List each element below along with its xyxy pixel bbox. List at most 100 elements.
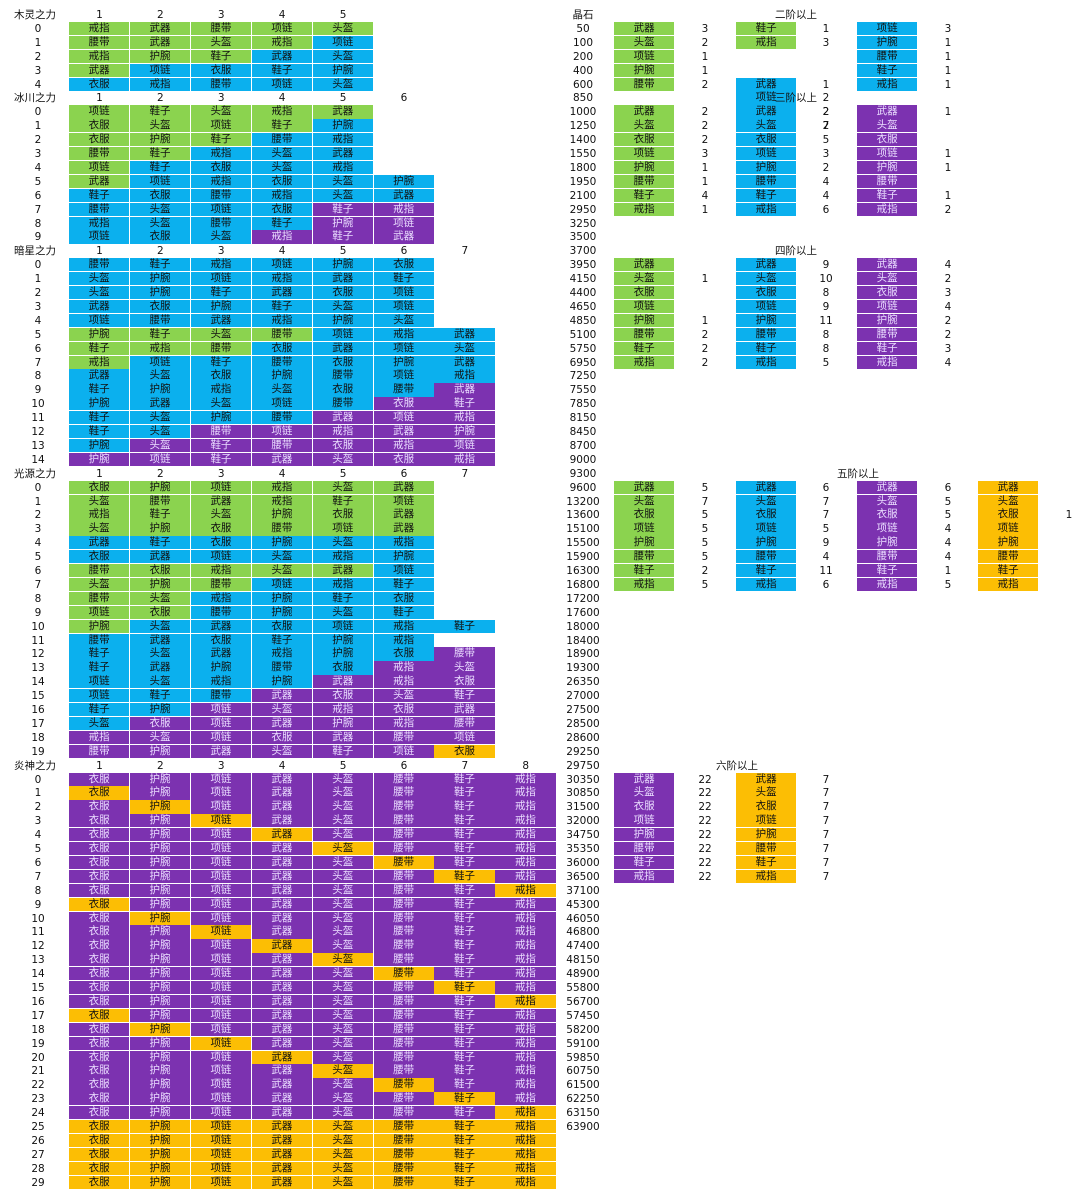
equipment-cell: 腰带 [190, 605, 252, 619]
equipment-cell: 鞋子 [434, 953, 495, 967]
row-index: 6 [34, 342, 42, 355]
equipment-cell: 衣服 [373, 703, 434, 717]
equipment-cell: 鞋子 [434, 689, 495, 703]
equipment-cell: 戒指 [495, 1078, 556, 1092]
equipment-cell: 护腕 [69, 397, 130, 411]
tier-count: 2 [944, 203, 952, 216]
equipment-cell: 头盔 [312, 1120, 373, 1134]
equipment-cell: 项链 [190, 883, 252, 897]
row-index: 1 [34, 787, 42, 800]
equipment-cell: 项链 [190, 1022, 252, 1036]
tier-cell: 头盔 [614, 35, 675, 50]
equipment-cell: 鞋子 [434, 897, 495, 911]
tier-cell: 腰带 [736, 327, 797, 341]
tier-count: 5 [701, 551, 709, 564]
equipment-cell: 戒指 [69, 21, 130, 36]
equipment-cell: 武器 [251, 49, 312, 63]
equipment-cell: 衣服 [312, 383, 373, 397]
equipment-cell: 武器 [312, 272, 373, 286]
equipment-cell: 戒指 [190, 675, 252, 689]
equipment-cell: 腰带 [373, 786, 434, 800]
tier-count: 1 [1065, 509, 1073, 522]
equipment-cell: 衣服 [69, 1036, 130, 1050]
equipment-cell: 武器 [312, 411, 373, 425]
equipment-cell: 衣服 [69, 1147, 130, 1162]
equipment-cell: 腰带 [190, 689, 252, 703]
equipment-cell: 武器 [129, 550, 191, 564]
equipment-cell: 武器 [251, 1161, 312, 1175]
equipment-cell: 头盔 [129, 425, 191, 439]
column-header: 8 [522, 759, 530, 772]
crystal-value: 15500 [566, 537, 600, 550]
equipment-cell: 武器 [251, 716, 312, 731]
equipment-cell: 头盔 [312, 1078, 373, 1092]
equipment-cell: 衣服 [69, 855, 130, 870]
equipment-cell: 戒指 [495, 772, 556, 786]
equipment-cell: 戒指 [251, 494, 312, 508]
tier-cell: 腰带 [978, 550, 1039, 564]
equipment-cell: 护腕 [129, 286, 191, 300]
equipment-cell: 武器 [251, 1092, 312, 1106]
equipment-cell: 戒指 [190, 383, 252, 397]
equipment-cell: 护腕 [373, 355, 434, 369]
tier-count: 1 [944, 161, 952, 174]
section-title: 暗星之力 [14, 245, 56, 258]
column-header: 6 [400, 245, 408, 258]
equipment-cell: 衣服 [69, 1022, 130, 1036]
tier-cell: 护腕 [857, 160, 918, 175]
equipment-cell: 戒指 [495, 1120, 556, 1134]
tier-cell: 项链 [736, 522, 797, 536]
equipment-cell: 护腕 [69, 438, 130, 453]
equipment-cell: 腰带 [312, 397, 373, 411]
equipment-cell: 戒指 [190, 591, 252, 606]
tier-count: 22 [698, 773, 712, 786]
row-index: 6 [34, 856, 42, 869]
tier-cell: 戒指 [736, 869, 797, 884]
tier-count: 4 [944, 300, 952, 313]
equipment-cell: 项链 [312, 522, 373, 536]
row-index: 15 [31, 690, 45, 703]
crystal-value: 46800 [566, 926, 600, 939]
equipment-cell: 鞋子 [434, 1064, 495, 1078]
equipment-cell: 项链 [190, 730, 252, 745]
crystal-value: 18000 [566, 620, 600, 633]
equipment-cell: 项链 [190, 1161, 252, 1175]
equipment-cell: 衣服 [312, 508, 373, 522]
equipment-cell: 戒指 [373, 438, 434, 453]
equipment-cell: 护腕 [129, 828, 191, 842]
equipment-cell: 武器 [312, 341, 373, 355]
equipment-cell: 腰带 [190, 216, 252, 230]
tier-count: 3 [822, 148, 830, 160]
tier-cell: 武器 [736, 772, 797, 786]
tier-cell: 衣服 [736, 800, 797, 814]
row-index: 5 [34, 175, 42, 188]
equipment-cell: 腰带 [373, 967, 434, 981]
equipment-cell: 鞋子 [190, 286, 252, 300]
row-index: 7 [34, 870, 42, 883]
tier-count: 10 [819, 273, 833, 286]
equipment-cell: 护腕 [190, 661, 252, 675]
equipment-cell: 武器 [251, 1133, 312, 1148]
equipment-cell: 项链 [312, 327, 373, 341]
equipment-cell: 武器 [251, 814, 312, 828]
column-header: 2 [157, 467, 164, 480]
equipment-cell: 衣服 [69, 550, 130, 564]
equipment-cell: 衣服 [251, 730, 312, 745]
row-index: 2 [34, 287, 42, 299]
equipment-cell: 护腕 [312, 647, 373, 661]
tier-cell: 护腕 [614, 828, 675, 842]
equipment-cell: 武器 [251, 869, 312, 884]
tier-count: 2 [944, 273, 952, 286]
equipment-cell: 衣服 [373, 258, 434, 272]
equipment-cell: 护腕 [129, 842, 191, 856]
equipment-cell: 鞋子 [190, 452, 252, 467]
tier-cell: 鞋子 [736, 21, 797, 36]
equipment-cell: 衣服 [69, 1120, 130, 1134]
tier-count: 3 [944, 22, 952, 35]
row-index: 18 [31, 1023, 45, 1036]
equipment-cell: 衣服 [69, 133, 130, 147]
row-index: 0 [34, 773, 42, 786]
tier-cell: 武器 [736, 77, 797, 91]
tier-cell: 头盔 [614, 119, 675, 133]
tier-count: 2 [701, 78, 709, 91]
